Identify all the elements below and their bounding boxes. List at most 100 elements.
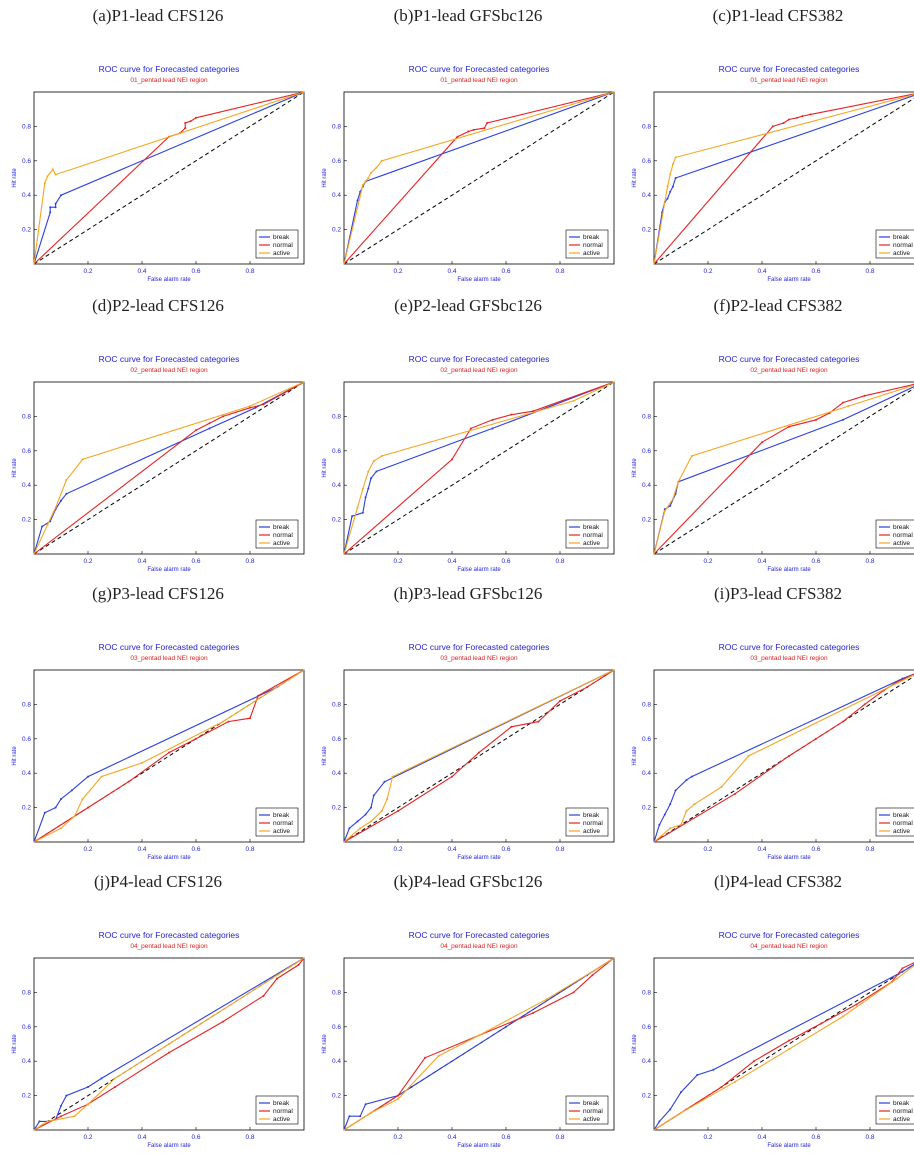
series-point-normal	[782, 121, 785, 124]
roc-chart: ROC curve for Forecasted categories 01_pe…	[322, 64, 615, 283]
series-point-break	[38, 1120, 41, 1123]
roc-chart: ROC curve for Forecasted categories 01_pe…	[12, 64, 305, 283]
series-point-normal	[222, 1020, 224, 1023]
legend-label-break: break	[273, 1100, 290, 1107]
series-line-active	[343, 957, 615, 1131]
legend-label-normal: normal	[893, 532, 913, 539]
series-point-break	[54, 206, 57, 209]
series-point-active	[572, 399, 575, 402]
chart-subtitle: 01_pentad lead NEI region	[750, 77, 828, 84]
series-point-active	[437, 1055, 440, 1058]
diagonal-reference-line	[653, 97, 914, 265]
series-line-active	[33, 957, 305, 1131]
series-point-active	[599, 965, 602, 968]
chart-subtitle: 02_pentad lead NEI region	[440, 367, 518, 374]
y-axis-label: Hit rate	[632, 746, 638, 766]
diagonal-reference-line	[343, 669, 615, 843]
series-line-active	[653, 94, 914, 265]
series-point-active	[380, 810, 383, 813]
roc-chart: ROC curve for Forecasted categories 03_pe…	[322, 642, 615, 861]
chart-panel: (i)P3-lead CFS382 ROC curve for Forecaste…	[628, 584, 914, 869]
y-tick-label: 0.8	[22, 989, 31, 996]
series-point-normal	[456, 135, 459, 138]
series-point-break	[901, 970, 904, 973]
plot-frame	[33, 957, 305, 1131]
series-point-normal	[486, 121, 489, 124]
series-point-active	[391, 775, 394, 778]
y-tick-label: 0.6	[332, 448, 341, 455]
series-point-break	[60, 194, 62, 197]
diagonal-reference-line	[343, 91, 615, 265]
series-point-active	[666, 185, 669, 188]
series-point-active	[46, 1120, 49, 1123]
chart-panel: (l)P4-lead CFS382 ROC curve for Forecaste…	[628, 872, 914, 1157]
series-point-active	[680, 823, 682, 826]
y-tick-label: 0.6	[642, 448, 651, 455]
y-tick-label: 0.6	[22, 736, 31, 743]
x-axis-label: False alarm rate	[767, 567, 811, 573]
x-tick-label: 0.6	[811, 846, 820, 853]
x-tick-label: 0.8	[865, 268, 874, 275]
series-point-normal	[257, 694, 260, 697]
x-tick-label: 0.4	[137, 268, 146, 275]
y-axis-label: Hit rate	[12, 458, 18, 478]
x-tick-label: 0.8	[555, 846, 564, 853]
chart-title: ROC curve for Forecasted categories	[99, 930, 240, 940]
legend-label-break: break	[583, 812, 600, 819]
roc-chart: ROC curve for Forecasted categories 02_pe…	[12, 354, 305, 573]
y-axis-label: Hit rate	[632, 458, 638, 478]
series-point-normal	[559, 699, 561, 702]
series-point-break	[685, 779, 688, 782]
series-point-active	[397, 1098, 399, 1101]
y-tick-label: 0.6	[332, 158, 341, 165]
series-point-normal	[467, 130, 470, 133]
panel-label: (j)P4-lead CFS126	[94, 872, 222, 891]
series-point-break	[65, 492, 68, 495]
series-point-normal	[510, 413, 513, 416]
series-line-active	[33, 669, 305, 843]
series-point-active	[46, 523, 49, 526]
y-axis-label: Hit rate	[12, 746, 18, 766]
y-axis-label: Hit rate	[322, 1034, 328, 1054]
y-tick-label: 0.6	[22, 448, 31, 455]
chart-panel: (a)P1-lead CFS126 ROC curve for Forecaste…	[8, 6, 308, 291]
series-point-normal	[195, 429, 197, 432]
series-point-break	[669, 190, 672, 193]
series-point-normal	[842, 401, 844, 404]
series-point-active	[361, 183, 364, 186]
series-point-active	[734, 1080, 736, 1083]
legend-label-break: break	[893, 234, 910, 241]
legend-label-active: active	[583, 540, 600, 547]
series-point-normal	[262, 994, 265, 997]
series-point-normal	[195, 737, 197, 740]
panel-label: (g)P3-lead CFS126	[92, 584, 224, 603]
x-tick-label: 0.4	[447, 268, 456, 275]
legend-label-normal: normal	[583, 1108, 603, 1115]
series-point-normal	[184, 121, 187, 124]
chart-panel: (g)P3-lead CFS126 ROC curve for Forecaste…	[8, 584, 308, 869]
x-axis-label: False alarm rate	[457, 855, 501, 861]
y-tick-label: 0.2	[642, 805, 651, 812]
roc-chart: ROC curve for Forecasted categories 02_pe…	[322, 354, 615, 573]
plot-frame	[343, 91, 615, 265]
series-point-normal	[87, 806, 89, 809]
series-point-normal	[424, 1056, 426, 1059]
x-tick-label: 0.2	[703, 846, 712, 853]
x-tick-label: 0.2	[83, 558, 92, 565]
legend-label-break: break	[893, 1100, 910, 1107]
roc-chart: ROC curve for Forecasted categories 02_pe…	[632, 354, 914, 573]
series-point-normal	[249, 406, 251, 409]
legend-label-normal: normal	[583, 532, 603, 539]
y-tick-label: 0.4	[332, 192, 341, 199]
series-point-active	[87, 1103, 89, 1106]
series-point-break	[254, 406, 257, 409]
legend-label-normal: normal	[893, 242, 913, 249]
x-axis-label: False alarm rate	[147, 277, 191, 283]
x-tick-label: 0.4	[137, 1134, 146, 1141]
series-point-break	[361, 511, 364, 514]
x-tick-label: 0.6	[501, 558, 510, 565]
series-point-active	[370, 171, 372, 174]
series-point-break	[49, 211, 52, 214]
